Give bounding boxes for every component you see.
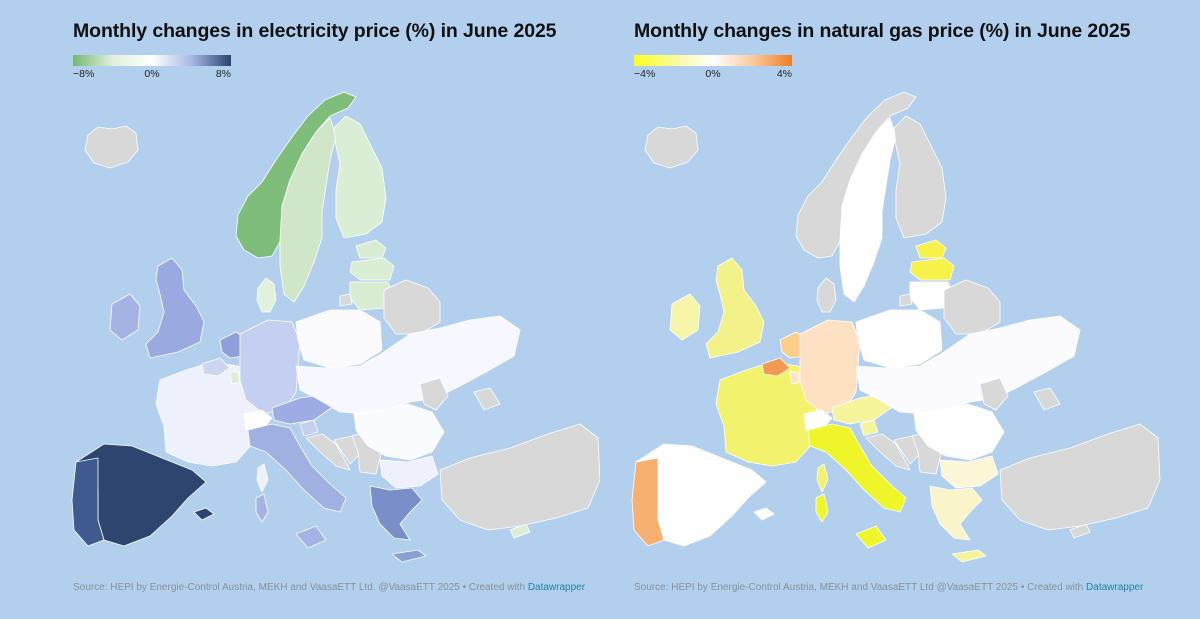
country-latvia[interactable] [909, 257, 955, 281]
gas-map-title: Monthly changes in natural gas price (%)… [634, 20, 1131, 42]
country-russia-kal[interactable] [899, 293, 913, 307]
gas-europe-map [631, 91, 1161, 563]
country-germany[interactable] [799, 319, 861, 415]
country-switzerland[interactable] [803, 409, 833, 431]
country-estonia[interactable] [355, 239, 387, 259]
country-norway[interactable] [235, 91, 357, 259]
country-moldova[interactable] [473, 387, 501, 411]
country-iceland[interactable] [644, 125, 699, 169]
country-italy[interactable] [247, 423, 347, 513]
country-ukraine-east[interactable] [419, 377, 449, 411]
country-iceland[interactable] [84, 125, 139, 169]
country-sweden[interactable] [279, 117, 337, 303]
country-poland[interactable] [295, 309, 383, 369]
country-estonia[interactable] [915, 239, 947, 259]
country-uk[interactable] [705, 257, 765, 359]
country-moldova[interactable] [1033, 387, 1061, 411]
country-ukraine-east[interactable] [979, 377, 1009, 411]
country-norway[interactable] [795, 91, 917, 259]
country-sardinia[interactable] [815, 493, 829, 523]
country-belgium[interactable] [761, 357, 791, 377]
country-poland[interactable] [855, 309, 943, 369]
electricity-source-text: Source: HEPI by Energie-Control Austria,… [73, 582, 526, 593]
country-croatia[interactable] [865, 433, 911, 471]
electricity-europe-map [71, 91, 600, 563]
country-finland[interactable] [893, 115, 947, 239]
country-ireland[interactable] [109, 293, 141, 341]
country-austria[interactable] [831, 393, 895, 425]
gas-source: Source: HEPI by Energie-Control Austria,… [634, 582, 1143, 593]
country-germany[interactable] [239, 319, 301, 415]
electricity-legend-mid: 0% [144, 68, 160, 80]
country-belarus[interactable] [943, 279, 1001, 335]
datawrapper-link-electricity[interactable]: Datawrapper [527, 582, 586, 593]
electricity-panel: Monthly changes in electricity price (%)… [71, 20, 600, 593]
gas-legend-gradient [634, 55, 792, 66]
country-corsica[interactable] [816, 463, 829, 493]
country-denmark[interactable] [256, 277, 277, 313]
country-denmark[interactable] [816, 277, 837, 313]
country-finland[interactable] [333, 115, 387, 239]
country-slovenia[interactable] [859, 419, 879, 437]
country-belgium[interactable] [201, 357, 231, 377]
country-portugal[interactable] [71, 457, 105, 547]
country-sicily[interactable] [295, 525, 327, 549]
country-corsica[interactable] [256, 463, 269, 493]
gas-legend-max: 4% [776, 68, 792, 80]
country-balearic[interactable] [753, 507, 775, 521]
gas-source-text: Source: HEPI by Energie-Control Austria,… [634, 582, 1084, 593]
gas-legend-mid: 0% [705, 68, 721, 80]
country-crete[interactable] [391, 549, 427, 563]
country-crete[interactable] [951, 549, 987, 563]
electricity-legend-gradient [73, 55, 231, 66]
country-portugal[interactable] [631, 457, 665, 547]
electricity-source: Source: HEPI by Energie-Control Austria,… [73, 582, 585, 593]
country-luxembourg[interactable] [229, 371, 241, 385]
electricity-legend-max: 8% [215, 68, 231, 80]
country-greece[interactable] [369, 485, 423, 541]
country-austria[interactable] [271, 393, 335, 425]
country-uk[interactable] [145, 257, 205, 359]
country-bulgaria[interactable] [379, 455, 439, 489]
electricity-legend: −8% 0% 8% [73, 55, 231, 80]
country-russia-kal[interactable] [339, 293, 353, 307]
datawrapper-link-gas[interactable]: Datawrapper [1086, 582, 1144, 593]
country-turkey[interactable] [999, 423, 1161, 531]
country-sardinia[interactable] [255, 493, 269, 523]
country-central-east[interactable] [295, 315, 521, 415]
country-belarus[interactable] [383, 279, 441, 335]
country-luxembourg[interactable] [789, 371, 801, 385]
country-balearic[interactable] [193, 507, 215, 521]
electricity-map-title: Monthly changes in electricity price (%)… [73, 20, 557, 42]
gas-legend: −4% 0% 4% [634, 55, 792, 80]
gas-panel: Monthly changes in natural gas price (%)… [600, 0, 1200, 619]
country-italy[interactable] [807, 423, 907, 513]
country-romania[interactable] [913, 403, 1005, 461]
country-switzerland[interactable] [243, 409, 273, 431]
country-sicily[interactable] [855, 525, 887, 549]
country-greece[interactable] [929, 485, 983, 541]
country-latvia[interactable] [349, 257, 395, 281]
country-ireland[interactable] [669, 293, 701, 341]
country-sweden[interactable] [839, 117, 897, 303]
gas-legend-min: −4% [634, 68, 656, 80]
country-slovenia[interactable] [299, 419, 319, 437]
country-bulgaria[interactable] [939, 455, 999, 489]
country-turkey[interactable] [439, 423, 600, 531]
electricity-legend-min: −8% [73, 68, 95, 80]
country-croatia[interactable] [305, 433, 351, 471]
country-central-east[interactable] [855, 315, 1081, 415]
country-romania[interactable] [353, 403, 445, 461]
